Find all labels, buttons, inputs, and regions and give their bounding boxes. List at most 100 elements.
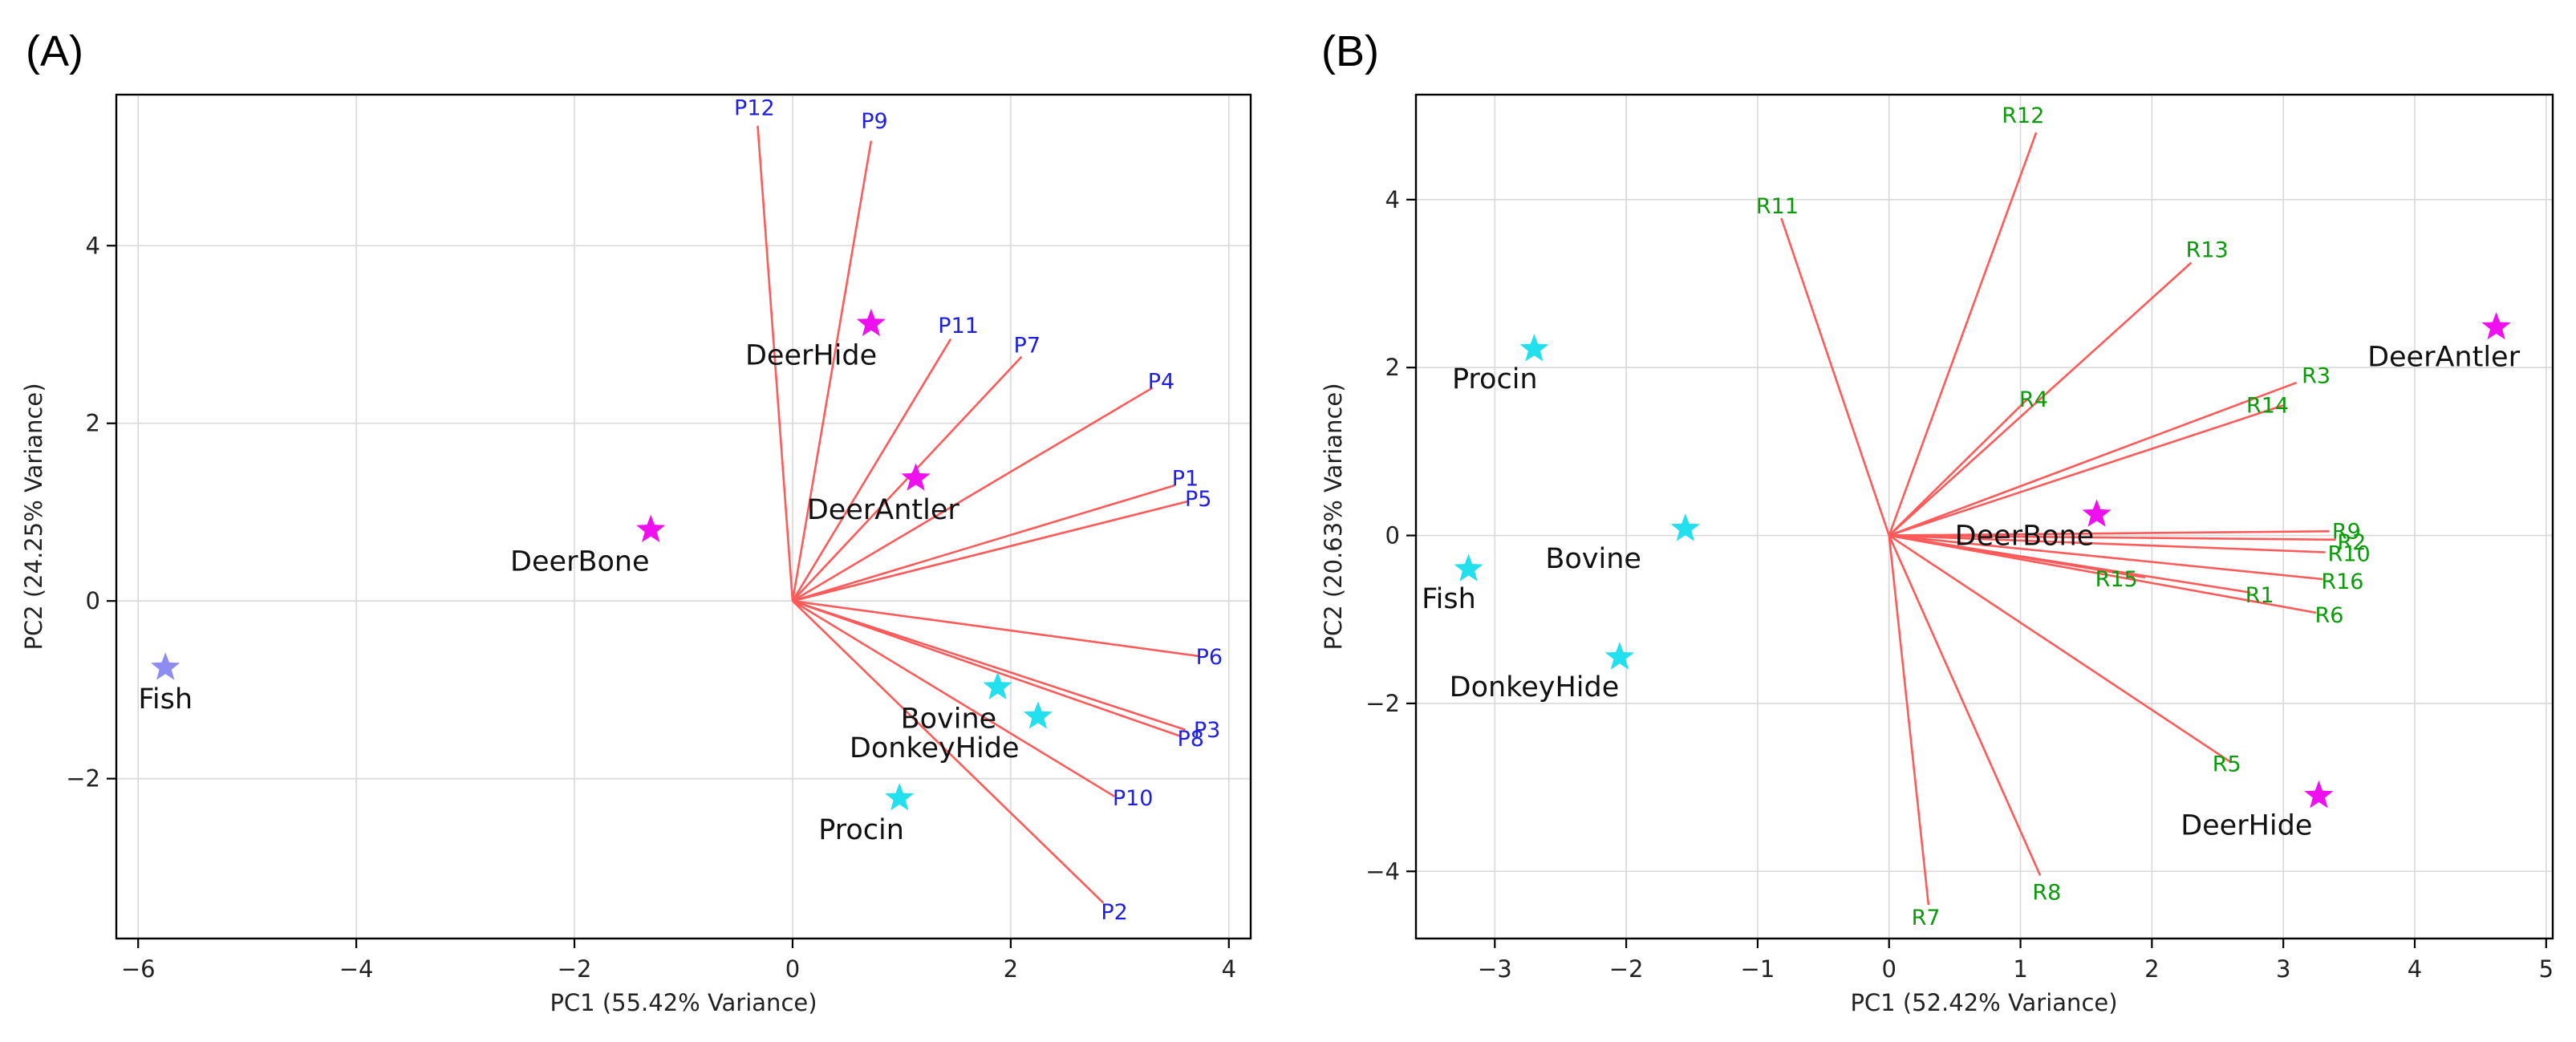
- panel-b-loading-label-r15: R15: [2095, 567, 2138, 592]
- panel-a-sample-point-deerhide: [856, 308, 886, 337]
- panel-a-sample-label-donkeyhide: DonkeyHide: [850, 732, 1020, 764]
- panel-a-loading-vector-p6: [792, 599, 1199, 658]
- panel-a-loading-label-p8: P8: [1177, 727, 1203, 752]
- panel-a-loading-vector-p9: [791, 140, 873, 602]
- panel-a-x-tick-label: 2: [1004, 955, 1018, 983]
- panel-b-sample-label-fish: Fish: [1422, 583, 1476, 615]
- panel-b-loading-label-r2: R2: [2337, 530, 2366, 555]
- panel-b-loading-vector-r9: [1888, 530, 2330, 537]
- panel-a-x-tick-label: −2: [558, 955, 592, 983]
- panel-b-loading-label-r16: R16: [2321, 570, 2363, 594]
- panel-a-loading-label-p7: P7: [1014, 333, 1041, 358]
- panel-b-x-axis-label: PC1 (52.42% Variance): [1850, 989, 2117, 1016]
- panel-a-loading-label-p6: P6: [1196, 645, 1223, 670]
- panel-a-sample-point-procin: [885, 783, 915, 811]
- panel-b-plot-frame: [1414, 93, 2554, 940]
- panel-a-sample-label-deerhide: DeerHide: [745, 339, 877, 371]
- panel-b-sample-labels: Procin Fish Bovine DonkeyHide DeerAntler Deer…: [1422, 342, 2521, 842]
- panel-a-sample-labels: Fish DeerBone DeerHide DeerAntler BovineDonk…: [138, 339, 1019, 845]
- panel-a-plot-frame: [115, 93, 1252, 940]
- panel-b-sample-label-bovine: Bovine: [1545, 543, 1641, 575]
- panel-a-y-tick-label: −2: [66, 765, 100, 793]
- panel-b-loading-label-r14: R14: [2246, 393, 2289, 418]
- panel-a-sample-point-deerantler: [901, 463, 931, 491]
- panel-a-loading-vector-p7: [792, 355, 1023, 602]
- panel-b-loading-vectors: [1780, 132, 2336, 906]
- panel-b-loading-label-r13: R13: [2186, 238, 2229, 263]
- panel-b-x-tick-label: 5: [2539, 955, 2554, 983]
- panel-b-x-tick-label: −2: [1609, 955, 1644, 983]
- panel-b-label: (B): [1321, 27, 1379, 75]
- panel-b-x-tick-label: 4: [2408, 955, 2422, 983]
- panel-a-grid: [116, 95, 1251, 939]
- panel-b-x-tick-label: 0: [1882, 955, 1897, 983]
- panel-b-x-tick-label: 3: [2276, 955, 2290, 983]
- panel-b-x-tick-label: 1: [2013, 955, 2027, 983]
- panel-b: (B) R12R11R13R4R3R14R9R2R10R16R15R1R6R5R…: [1320, 27, 2554, 1016]
- panel-b-loading-label-r8: R8: [2032, 880, 2061, 905]
- panel-a-loading-label-p2: P2: [1101, 900, 1127, 925]
- panel-b-loading-label-r7: R7: [1912, 906, 1941, 931]
- panel-b-sample-label-procin: Procin: [1452, 363, 1538, 395]
- panel-a-loading-label-p1: P1: [1172, 466, 1199, 491]
- panel-a-sample-label-bovine: Bovine: [901, 703, 997, 735]
- panel-b-loading-vector-r10: [1888, 534, 2326, 553]
- panel-a-loading-label-p10: P10: [1113, 786, 1154, 811]
- panel-a-sample-points: [151, 308, 1053, 811]
- panel-a-sample-point-bovine: [983, 671, 1012, 699]
- panel-a-loading-vector-p2: [792, 600, 1105, 904]
- panel-b-loading-label-r1: R1: [2245, 583, 2274, 608]
- panel-a-loading-label-p9: P9: [861, 109, 887, 134]
- panel-b-sample-point-deerhide: [2304, 780, 2334, 809]
- panel-a-y-tick-label: 0: [86, 587, 100, 614]
- panel-b-sample-point-deerantler: [2481, 312, 2511, 340]
- panel-b-loading-label-r5: R5: [2213, 752, 2241, 776]
- panel-a-loading-label-p11: P11: [938, 314, 979, 339]
- panel-b-loading-vector-r2: [1888, 534, 2336, 541]
- panel-b-x-ticks: −3 −2 −1 0 1 2 3 4 5: [1478, 939, 2554, 983]
- panel-a-loading-vector-p1: [792, 484, 1175, 602]
- panel-a-label: (A): [26, 27, 83, 75]
- panel-a-x-tick-label: 0: [785, 955, 800, 983]
- panel-a-sample-label-deerantler: DeerAntler: [807, 494, 960, 526]
- panel-b-x-tick-label: 2: [2144, 955, 2159, 983]
- panel-b-sample-point-procin: [1519, 334, 1549, 362]
- panel-a-loading-vector-p11: [791, 338, 952, 602]
- panel-b-loading-vector-r5: [1888, 534, 2232, 764]
- panel-b-loading-vector-r14: [1888, 404, 2284, 537]
- panel-a-y-axis-label: PC2 (24.25% Variance): [20, 383, 47, 650]
- panel-b-loading-vector-r3: [1888, 381, 2298, 537]
- panel-b-loading-label-r3: R3: [2302, 364, 2331, 389]
- panel-b-sample-label-deerantler: DeerAntler: [2367, 342, 2521, 374]
- panel-b-sample-label-donkeyhide: DonkeyHide: [1450, 671, 1620, 703]
- panel-b-sample-label-deerbone: DeerBone: [1955, 521, 2095, 553]
- panel-b-loading-label-r12: R12: [2002, 103, 2044, 128]
- panel-a-x-axis-label: PC1 (55.42% Variance): [550, 989, 817, 1016]
- panel-a-x-tick-label: 4: [1222, 955, 1236, 983]
- panel-b-y-tick-label: −2: [1365, 690, 1400, 717]
- panel-b-loading-label-r11: R11: [1756, 194, 1799, 219]
- panel-a-loading-vector-p12: [757, 125, 794, 602]
- panel-a-sample-point-donkeyhide: [1023, 701, 1053, 729]
- panel-a-loading-vector-p5: [792, 500, 1188, 602]
- panel-b-loading-vector-r6: [1888, 534, 2317, 614]
- panel-b-loading-vector-r7: [1888, 535, 1930, 906]
- panel-b-loading-vector-r12: [1888, 132, 2038, 536]
- panel-b-loading-vector-r11: [1780, 217, 1890, 536]
- panel-b-loading-vector-r4: [1888, 399, 2028, 537]
- panel-a-loading-vector-p3: [792, 599, 1186, 732]
- panel-b-sample-point-fish: [1454, 553, 1483, 582]
- panel-b-sample-point-deerbone: [2082, 499, 2112, 527]
- panel-b-loading-vector-r13: [1888, 262, 2193, 537]
- panel-b-x-tick-label: −3: [1478, 955, 1512, 983]
- panel-a-sample-label-deerbone: DeerBone: [510, 545, 650, 578]
- panel-b-sample-point-bovine: [1670, 513, 1700, 541]
- panel-a-x-tick-label: −6: [121, 955, 156, 983]
- panel-a-sample-label-fish: Fish: [138, 683, 193, 716]
- panel-a-loading-label-p12: P12: [734, 96, 775, 121]
- panel-a-x-tick-label: −4: [339, 955, 374, 983]
- panel-a-loading-vector-p8: [792, 599, 1181, 737]
